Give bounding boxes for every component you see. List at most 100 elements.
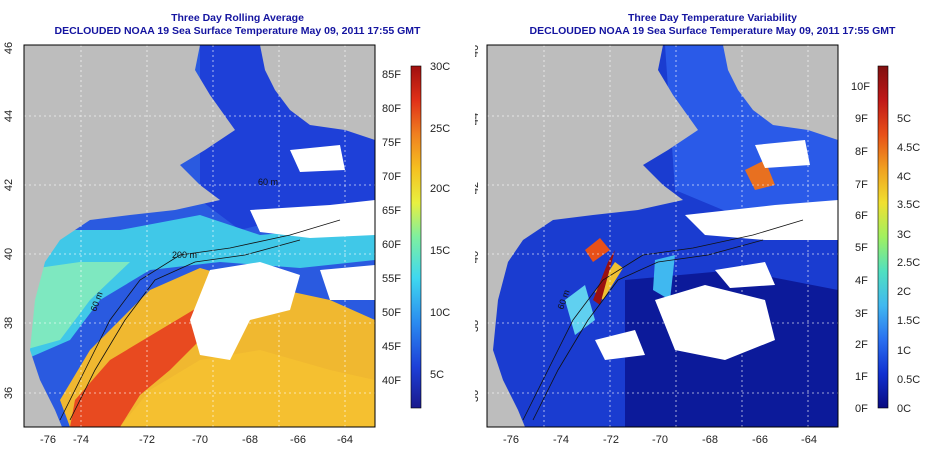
bathymetry-contour [59, 219, 341, 421]
lat-tick-label: 40 [475, 251, 481, 263]
bathymetry-contour [532, 239, 764, 421]
colorbar-f-label: 75F [382, 137, 401, 149]
lon-tick-label: -76 [40, 434, 56, 446]
colorbar-c-label: 5C [430, 369, 444, 381]
colorbar-f-label: 55F [382, 273, 401, 285]
latitude-axis: 36 38 40 42 44 46 [3, 42, 15, 399]
lat-tick-label: 42 [3, 179, 15, 191]
lat-tick-label: 44 [3, 110, 15, 122]
variability-colorbar: 10F 9F 8F 7F 6F 5F 4F 3F 2F 1F 0F 5C 4.5… [851, 65, 920, 415]
slope-water-region [24, 215, 375, 360]
us-coastline-land [487, 45, 698, 427]
colorbar-c-label: 5C [897, 113, 911, 125]
lat-tick-label: 36 [3, 387, 15, 399]
lon-tick-label: -64 [801, 434, 817, 446]
colorbar-f-label: 4F [855, 275, 868, 287]
lon-tick-label: -66 [752, 434, 768, 446]
colorbar-c-label: 2C [897, 286, 911, 298]
cloud-mask-region [655, 285, 775, 360]
nova-scotia-land [723, 45, 838, 140]
contour-label: 60 m [258, 177, 278, 187]
colorbar-gradient [877, 65, 889, 409]
sargasso-warm-region [120, 350, 375, 427]
cloud-mask-region [755, 140, 810, 168]
colorbar-f-label: 0F [855, 403, 868, 415]
lat-tick-label: 46 [3, 42, 15, 54]
lat-tick-label: 40 [3, 248, 15, 260]
map-subtitle: DECLOUDED NOAA 19 Sea Surface Temperatur… [54, 25, 421, 37]
shelf-water-region [24, 262, 130, 350]
lat-tick-label: 46 [475, 45, 481, 57]
colorbar-f-label: 5F [855, 242, 868, 254]
us-coastline-land [24, 45, 235, 427]
colorbar-c-label: 15C [430, 245, 450, 257]
colorbar-f-label: 65F [382, 205, 401, 217]
colorbar-f-label: 3F [855, 308, 868, 320]
lon-tick-label: -70 [652, 434, 668, 446]
colorbar-c-label: 1C [897, 345, 911, 357]
lon-tick-label: -68 [242, 434, 258, 446]
cloud-mask-region [190, 262, 300, 360]
cloud-mask-region [685, 200, 838, 240]
colorbar-f-label: 9F [855, 113, 868, 125]
colorbar-f-label: 45F [382, 341, 401, 353]
lat-tick-label: 38 [3, 317, 15, 329]
temperature-colorbar: 85F 80F 75F 70F 65F 60F 55F 50F 45F 40F … [382, 61, 450, 409]
colorbar-c-label: 3.5C [897, 199, 920, 211]
lon-tick-label: -70 [192, 434, 208, 446]
colorbar-c-label: 0.5C [897, 374, 920, 386]
colorbar-c-label: 3C [897, 229, 911, 241]
sst-average-panel: Three Day Rolling Average DECLOUDED NOAA… [3, 12, 450, 446]
colorbar-f-label: 7F [855, 179, 868, 191]
bathymetry-contour [69, 239, 301, 421]
lon-tick-label: -64 [337, 434, 353, 446]
cloud-mask-region [250, 200, 375, 238]
map-frame [486, 44, 839, 428]
lon-tick-label: -74 [73, 434, 89, 446]
graticule [24, 45, 375, 427]
colorbar-f-label: 70F [382, 171, 401, 183]
gulf-stream-core [70, 300, 210, 427]
colorbar-c-label: 25C [430, 123, 450, 135]
colorbar-f-label: 8F [855, 146, 868, 158]
contour-label: 200 m [172, 250, 197, 260]
colorbar-f-label: 2F [855, 339, 868, 351]
colorbar-c-label: 1.5C [897, 315, 920, 327]
map-frame [23, 44, 376, 428]
sst-variability-map: 60 m -76 -74 -72 -70 -68 -66 -64 36 38 4… [475, 44, 920, 446]
cloud-mask-region [320, 265, 375, 300]
colorbar-f-label: 60F [382, 239, 401, 251]
colorbar-c-label: 0C [897, 403, 911, 415]
colorbar-f-label: 10F [851, 81, 870, 93]
lat-tick-label: 38 [475, 320, 481, 332]
lon-tick-label: -72 [139, 434, 155, 446]
lat-tick-label: 42 [475, 182, 481, 194]
lat-tick-label: 44 [475, 113, 481, 125]
high-variability-streak [593, 250, 615, 305]
lon-tick-label: -66 [290, 434, 306, 446]
graticule [487, 45, 838, 427]
map-subtitle: DECLOUDED NOAA 19 Sea Surface Temperatur… [529, 25, 896, 37]
lon-tick-label: -76 [503, 434, 519, 446]
latitude-axis: 36 38 40 42 44 46 [475, 45, 481, 402]
sst-average-map: 60 m 200 m 60 m -76 -74 -72 -70 -68 -66 … [3, 42, 450, 446]
cloud-mask-region [290, 145, 345, 172]
colorbar-f-label: 50F [382, 307, 401, 319]
colorbar-c-label: 2.5C [897, 257, 920, 269]
longitude-axis: -76 -74 -72 -70 -68 -66 -64 [503, 434, 817, 446]
nova-scotia-land [260, 45, 375, 140]
colorbar-c-label: 10C [430, 307, 450, 319]
cloud-mask-region [595, 330, 645, 360]
colorbar-c-label: 4C [897, 171, 911, 183]
sst-variability-panel: Three Day Temperature Variability DECLOU… [475, 0, 950, 475]
lon-tick-label: -68 [702, 434, 718, 446]
longitude-axis: -76 -74 -72 -70 -68 -66 -64 [40, 434, 353, 446]
high-variability-patch [585, 238, 610, 262]
colorbar-c-label: 30C [430, 61, 450, 73]
map-title: Three Day Rolling Average [171, 12, 304, 24]
colorbar-gradient [410, 65, 422, 409]
colorbar-f-label: 85F [382, 69, 401, 81]
colorbar-f-label: 40F [382, 375, 401, 387]
lon-tick-label: -72 [603, 434, 619, 446]
bathymetry-contour [522, 219, 804, 421]
